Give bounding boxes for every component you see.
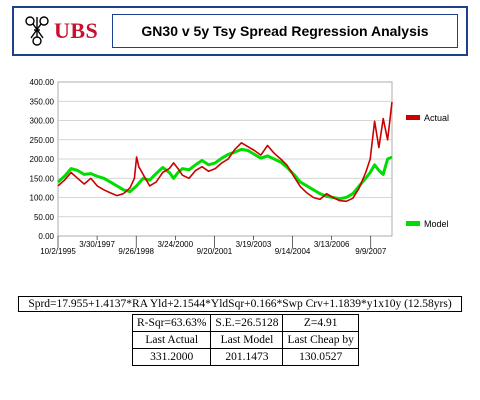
ubs-keys-icon bbox=[25, 16, 49, 46]
x-tick-label: 3/30/1997 bbox=[79, 240, 115, 249]
x-tick-label: 3/19/2003 bbox=[236, 240, 272, 249]
series-line-actual bbox=[57, 101, 393, 203]
y-tick-label: 0.00 bbox=[38, 232, 54, 241]
series-line-model bbox=[57, 147, 393, 201]
table-row: Last Actual Last Model Last Cheap by bbox=[131, 331, 359, 349]
header-frame: UBS GN30 v 5y Tsy Spread Regression Anal… bbox=[12, 6, 468, 56]
last-model-label: Last Model bbox=[210, 331, 284, 349]
last-model-value: 201.1473 bbox=[210, 348, 284, 366]
last-cheap-value: 130.0527 bbox=[282, 348, 359, 366]
y-tick-label: 50.00 bbox=[34, 213, 55, 222]
table-row: 331.2000 201.1473 130.0527 bbox=[131, 348, 359, 366]
page-title: GN30 v 5y Tsy Spread Regression Analysis bbox=[112, 14, 458, 48]
y-tick-label: 250.00 bbox=[30, 136, 55, 145]
x-tick-label: 10/2/1995 bbox=[40, 247, 76, 256]
legend-label-actual: Actual bbox=[424, 113, 449, 123]
x-tick-label: 9/14/2004 bbox=[275, 247, 311, 256]
ubs-logo-text: UBS bbox=[54, 18, 99, 43]
last-actual-value: 331.2000 bbox=[131, 348, 212, 366]
y-tick-label: 100.00 bbox=[30, 194, 55, 203]
regression-formula: Sprd=17.955+1.4137*RA Yld+2.1544*YldSqr+… bbox=[18, 296, 462, 312]
x-tick-label: 9/20/2001 bbox=[197, 247, 233, 256]
r-squared-cell: R-Sqr=63.63% bbox=[131, 314, 212, 332]
standard-error-cell: S.E.=26.5128 bbox=[210, 314, 284, 332]
y-tick-label: 300.00 bbox=[30, 117, 55, 126]
y-tick-label: 200.00 bbox=[30, 155, 55, 164]
legend-swatch-model bbox=[406, 221, 420, 226]
table-row: R-Sqr=63.63% S.E.=26.5128 Z=4.91 bbox=[131, 314, 359, 332]
last-actual-label: Last Actual bbox=[131, 331, 212, 349]
legend-swatch-actual bbox=[406, 115, 420, 120]
y-tick-label: 400.00 bbox=[30, 78, 55, 87]
legend-label-model: Model bbox=[424, 219, 449, 229]
x-tick-label: 9/9/2007 bbox=[355, 247, 387, 256]
last-cheap-label: Last Cheap by bbox=[282, 331, 359, 349]
z-score-cell: Z=4.91 bbox=[282, 314, 359, 332]
regression-stats-table: R-Sqr=63.63% S.E.=26.5128 Z=4.91 Last Ac… bbox=[131, 314, 359, 366]
ubs-logo: UBS bbox=[22, 12, 108, 50]
y-tick-label: 150.00 bbox=[30, 174, 55, 183]
y-tick-label: 350.00 bbox=[30, 97, 55, 106]
x-tick-label: 3/13/2006 bbox=[314, 240, 350, 249]
x-tick-label: 9/26/1998 bbox=[118, 247, 154, 256]
x-tick-label: 3/24/2000 bbox=[157, 240, 193, 249]
spread-regression-chart: 0.00 50.00 100.00 150.00 200.00 250.00 300.00 3… bbox=[30, 78, 449, 256]
